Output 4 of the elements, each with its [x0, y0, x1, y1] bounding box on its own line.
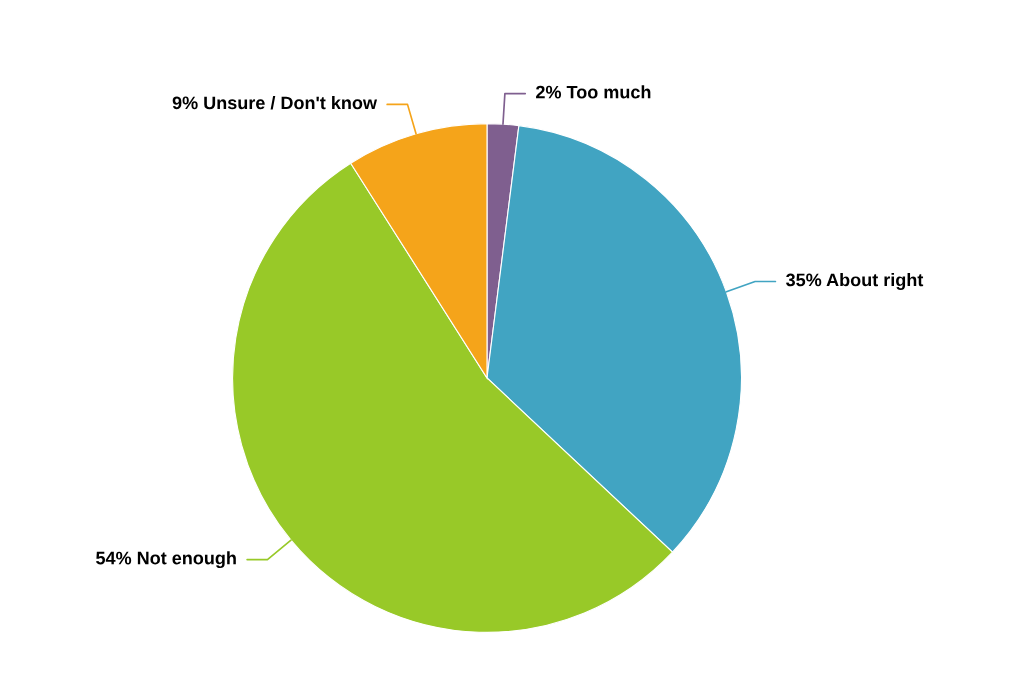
slice-label: 54% Not enough [96, 551, 236, 569]
slice-label: 35% About right [786, 273, 924, 290]
slice-label: 2% Too much [536, 85, 651, 99]
slice-label: 9% Unsure / Don't know [172, 95, 378, 110]
